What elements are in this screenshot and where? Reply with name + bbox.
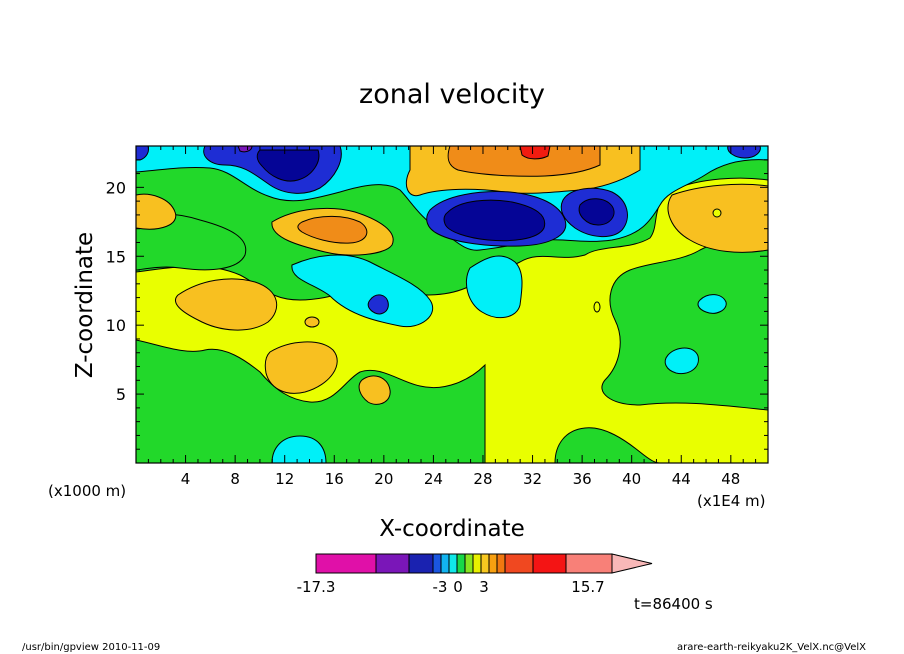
x-tick-label: 48 — [721, 470, 740, 488]
colorbar — [315, 553, 653, 574]
colorbar-swatch — [432, 553, 442, 574]
x-tick-label: 32 — [523, 470, 542, 488]
contour-ring-3 — [304, 316, 320, 328]
field-cyan-bottom — [271, 435, 327, 463]
field-cyan-blob-1 — [697, 294, 727, 314]
contour-plot — [136, 146, 768, 463]
y-tick-label: 15 — [106, 247, 126, 266]
colorbar-swatch — [504, 553, 534, 574]
colorbar-swatch — [496, 553, 506, 574]
field-positive-lens-core — [297, 215, 368, 244]
x-tick-label: 28 — [473, 470, 492, 488]
x-tick-label: 4 — [181, 470, 191, 488]
field-positive-right — [667, 183, 768, 253]
field-cyan-center — [466, 255, 523, 319]
colorbar-label: -17.3 — [297, 578, 336, 596]
x-axis: 4 8 12 16 20 24 28 32 36 40 44 48 — [135, 146, 769, 488]
x-axis-label: X-coordinate — [379, 516, 525, 542]
contour-ring-1 — [712, 208, 722, 218]
field-negative-west-core — [256, 149, 320, 182]
field-green-bottom — [554, 427, 661, 463]
colorbar-swatch — [375, 553, 410, 574]
field-negative-jet-core — [443, 199, 546, 242]
field-green-lower — [136, 339, 486, 463]
x-tick-label: 8 — [230, 470, 240, 488]
y-tick-label: 20 — [106, 178, 126, 197]
colorbar-swatch — [532, 553, 567, 574]
field-positive-lower — [264, 341, 338, 394]
plot-frame — [135, 145, 769, 464]
field-positive-mid-left — [175, 278, 278, 331]
x-tick-label: 16 — [325, 470, 344, 488]
field-negative-blob — [367, 294, 389, 315]
field-green-upper-left — [136, 213, 247, 271]
field-positive-small — [358, 375, 391, 405]
x-tick-label: 24 — [424, 470, 443, 488]
y-axis-label: Z-coordinate — [72, 232, 98, 378]
chart-title: zonal velocity — [359, 79, 545, 110]
field-negative-top-right — [727, 146, 761, 159]
colorbar-label: 0 — [453, 578, 463, 596]
footer-left: /usr/bin/gpview 2010-11-09 — [22, 642, 160, 653]
x-tick-label: 44 — [672, 470, 691, 488]
colorbar-swatch — [315, 553, 377, 574]
field-positive-upper-core — [447, 146, 601, 177]
colorbar-swatch — [565, 553, 613, 574]
field-cyan-mid — [291, 254, 433, 328]
colorbar-swatch — [408, 553, 434, 574]
field-green-right — [601, 219, 768, 411]
field-cyan-blob-2 — [664, 347, 699, 375]
y-axis: 5 10 15 20 — [106, 145, 768, 464]
x-tick-label: 20 — [374, 470, 393, 488]
colorbar-labels: -17.3 -3 0 3 15.7 — [297, 578, 605, 596]
x-tick-label: 36 — [573, 470, 592, 488]
colorbar-swatch — [448, 553, 458, 574]
x-tick-label: 40 — [622, 470, 641, 488]
colorbar-extend-arrow — [611, 553, 653, 574]
x-tick-label: 12 — [275, 470, 294, 488]
field-positive-left — [136, 193, 177, 230]
colorbar-label: 15.7 — [571, 578, 604, 596]
colorbar-label: -3 — [433, 578, 448, 596]
colorbar-swatch — [488, 553, 498, 574]
y-tick-label: 10 — [106, 316, 126, 335]
colorbar-label: 3 — [479, 578, 489, 596]
y-axis-units: (x1000 m) — [48, 482, 126, 500]
field-positive-upper-max — [519, 146, 551, 160]
x-axis-units: (x1E4 m) — [697, 492, 766, 510]
contour-ring-2 — [593, 301, 601, 313]
time-annotation: t=86400 s — [634, 595, 713, 613]
field-negative-east-core — [578, 198, 615, 226]
colorbar-swatch — [472, 553, 482, 574]
footer-right: arare-earth-reikyaku2K_VelX.nc@VelX — [677, 642, 866, 653]
y-tick-label: 5 — [116, 385, 126, 404]
colorbar-swatch — [456, 553, 466, 574]
colorbar-swatch — [440, 553, 450, 574]
colorbar-swatch — [480, 553, 490, 574]
colorbar-swatch — [464, 553, 474, 574]
